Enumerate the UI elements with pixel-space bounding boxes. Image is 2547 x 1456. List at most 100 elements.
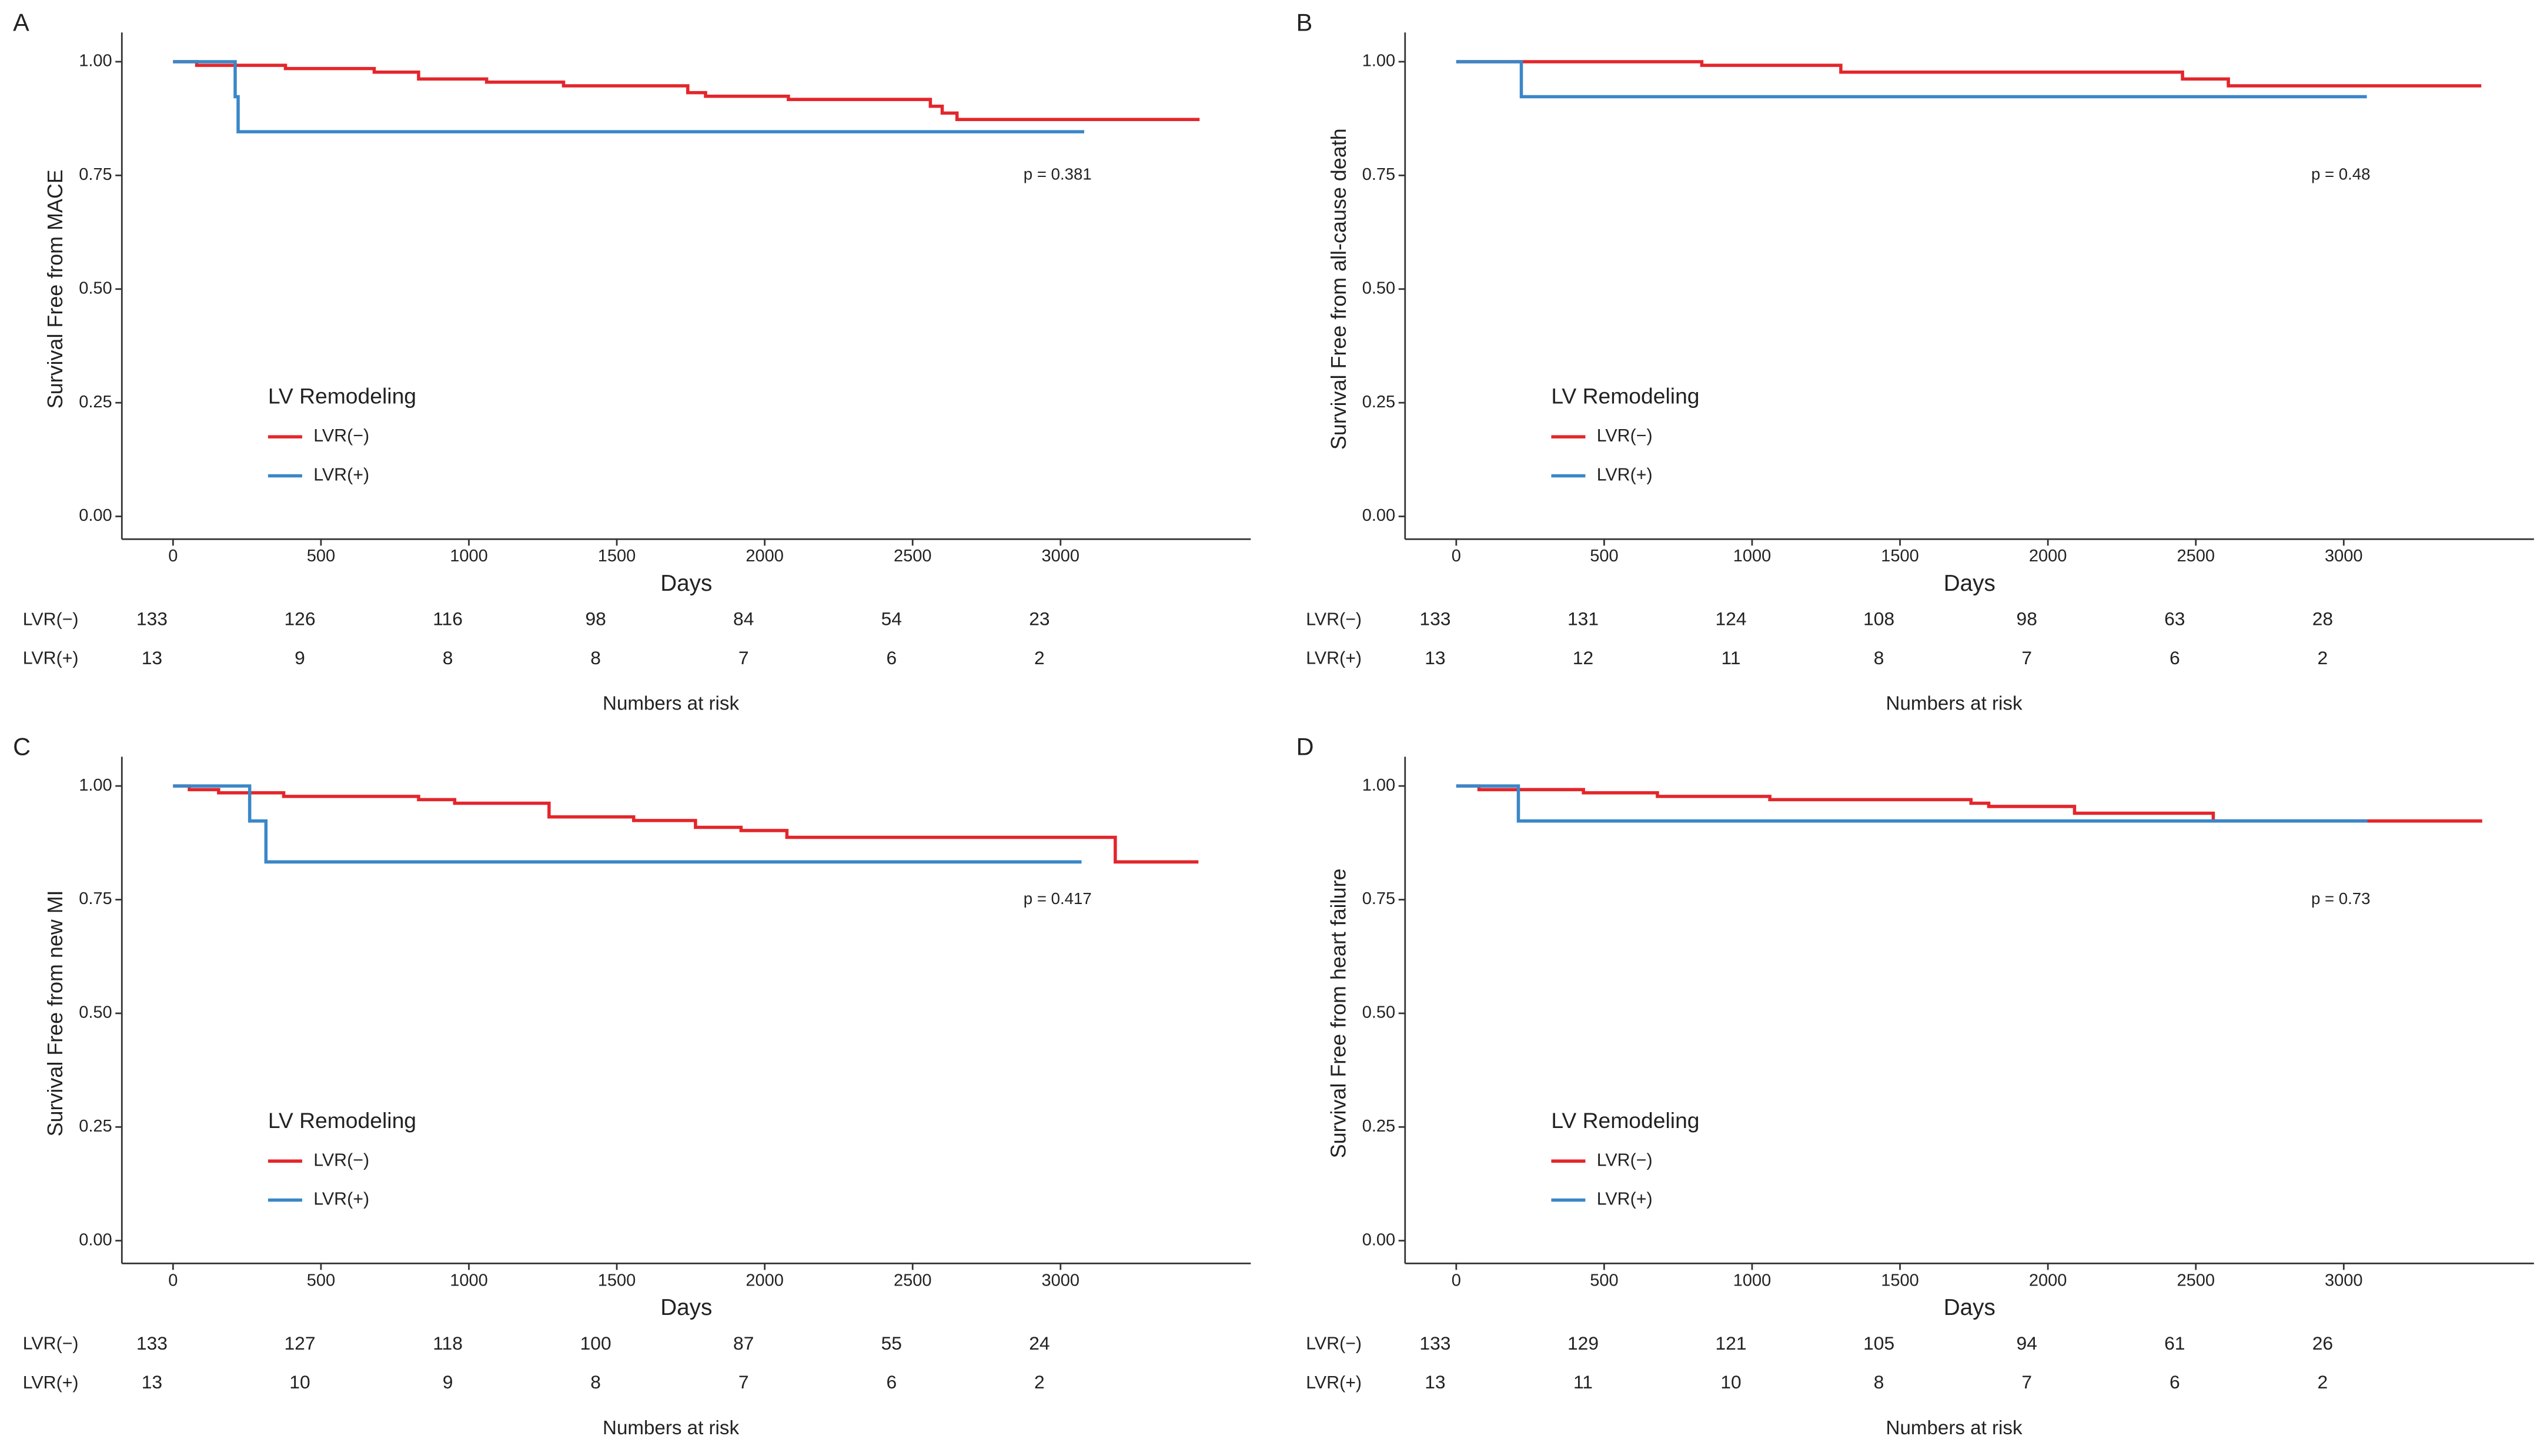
y-tick-label: 0.50 xyxy=(79,1003,112,1022)
legend-label: LVR(−) xyxy=(1597,1150,1653,1170)
risk-count: 121 xyxy=(1716,1333,1747,1354)
x-tick-label: 500 xyxy=(307,547,335,565)
risk-count: 10 xyxy=(1720,1371,1741,1393)
y-tick-label: 0.00 xyxy=(79,1230,112,1249)
risk-count: 6 xyxy=(886,647,897,668)
risk-count: 2 xyxy=(2318,647,2328,668)
risk-count: 9 xyxy=(295,647,305,668)
x-tick-label: 1500 xyxy=(1881,547,1919,565)
risk-row-label: LVR(−) xyxy=(23,1334,79,1354)
survival-curve xyxy=(1456,784,2368,823)
x-tick-label: 1500 xyxy=(1881,1271,1919,1290)
risk-count: 7 xyxy=(738,647,749,668)
x-tick-label: 3000 xyxy=(1042,1271,1080,1290)
risk-count: 129 xyxy=(1567,1333,1599,1354)
x-tick-label: 2500 xyxy=(2177,547,2215,565)
risk-row-label: LVR(−) xyxy=(23,609,79,629)
risk-count: 8 xyxy=(1874,1371,1884,1393)
x-tick-label: 3000 xyxy=(1042,547,1080,565)
p-value: p = 0.48 xyxy=(2311,165,2371,183)
x-tick-label: 500 xyxy=(307,1271,335,1290)
risk-count: 11 xyxy=(1722,647,1741,668)
x-tick-label: 1000 xyxy=(450,547,488,565)
legend-title: LV Remodeling xyxy=(1551,1108,1699,1133)
y-tick-label: 0.25 xyxy=(79,393,112,411)
risk-count: 13 xyxy=(142,647,162,668)
x-axis-title: Days xyxy=(660,571,712,596)
panel-label: B xyxy=(1296,8,1313,36)
risk-count: 8 xyxy=(590,1371,601,1393)
risk-count: 127 xyxy=(284,1333,315,1354)
y-tick-label: 0.75 xyxy=(1362,165,1395,184)
risk-count: 8 xyxy=(590,647,601,668)
risk-count: 2 xyxy=(1034,647,1045,668)
survival-curve xyxy=(1456,60,2367,99)
panel-label: C xyxy=(13,733,31,761)
risk-count: 9 xyxy=(443,1371,453,1393)
y-axis-title: Survival Free from MACE xyxy=(43,169,67,409)
risk-count: 11 xyxy=(1573,1371,1593,1393)
legend-title: LV Remodeling xyxy=(268,384,416,409)
survival-curve xyxy=(173,60,1085,133)
y-tick-label: 0.00 xyxy=(1362,506,1395,525)
x-tick-label: 2000 xyxy=(746,1271,784,1290)
x-tick-label: 2500 xyxy=(894,1271,932,1290)
x-tick-label: 500 xyxy=(1590,1271,1618,1290)
x-tick-label: 2000 xyxy=(746,547,784,565)
survival-curve xyxy=(1456,784,2482,823)
y-tick-label: 0.50 xyxy=(79,279,112,297)
risk-count: 133 xyxy=(1419,1333,1450,1354)
risk-count: 61 xyxy=(2164,1333,2185,1354)
y-axis-title: Survival Free from all-cause death xyxy=(1326,128,1351,450)
x-tick-label: 3000 xyxy=(2325,547,2363,565)
risk-count: 26 xyxy=(2312,1333,2333,1354)
risk-count: 23 xyxy=(1029,608,1049,630)
y-tick-label: 0.25 xyxy=(1362,1117,1395,1136)
risk-count: 126 xyxy=(284,608,315,630)
legend-label: LVR(+) xyxy=(1597,464,1653,484)
risk-count: 13 xyxy=(142,1371,162,1393)
risk-count: 100 xyxy=(580,1333,611,1354)
risk-count: 98 xyxy=(2017,608,2037,630)
x-tick-label: 0 xyxy=(168,547,178,565)
p-value: p = 0.73 xyxy=(2311,889,2371,908)
x-tick-label: 2500 xyxy=(894,547,932,565)
x-axis-title: Days xyxy=(660,1295,712,1320)
x-tick-label: 2000 xyxy=(2029,1271,2067,1290)
risk-count: 2 xyxy=(1034,1371,1045,1393)
risk-count: 131 xyxy=(1567,608,1599,630)
y-tick-label: 0.00 xyxy=(1362,1230,1395,1249)
survival-curve xyxy=(173,784,1082,864)
x-tick-label: 2000 xyxy=(2029,547,2067,565)
risk-count: 87 xyxy=(733,1333,754,1354)
legend-title: LV Remodeling xyxy=(268,1108,416,1133)
risk-row-label: LVR(+) xyxy=(1306,648,1362,668)
legend-label: LVR(−) xyxy=(313,1150,369,1170)
risk-row-label: LVR(+) xyxy=(23,648,79,668)
survival-curve xyxy=(173,60,1200,121)
x-tick-label: 1000 xyxy=(1733,1271,1771,1290)
survival-curve xyxy=(1456,60,2482,88)
p-value: p = 0.381 xyxy=(1024,165,1092,183)
x-tick-label: 2500 xyxy=(2177,1271,2215,1290)
x-tick-label: 0 xyxy=(168,1271,178,1290)
x-tick-label: 1500 xyxy=(598,547,636,565)
x-tick-label: 0 xyxy=(1452,1271,1461,1290)
legend-label: LVR(−) xyxy=(313,426,369,446)
legend-label: LVR(−) xyxy=(1597,426,1653,446)
risk-count: 108 xyxy=(1863,608,1894,630)
risk-count: 7 xyxy=(738,1371,749,1393)
x-axis-title: Days xyxy=(1944,571,1996,596)
risk-count: 24 xyxy=(1029,1333,1049,1354)
risk-table-title: Numbers at risk xyxy=(1886,1417,2023,1439)
y-tick-label: 0.75 xyxy=(79,889,112,908)
risk-row-label: LVR(+) xyxy=(1306,1373,1362,1393)
risk-count: 94 xyxy=(2017,1333,2037,1354)
survival-curve xyxy=(173,784,1199,864)
x-tick-label: 1000 xyxy=(450,1271,488,1290)
risk-count: 12 xyxy=(1573,647,1593,668)
risk-count: 116 xyxy=(433,608,463,630)
y-tick-label: 0.25 xyxy=(79,1117,112,1136)
risk-row-label: LVR(−) xyxy=(1306,1334,1362,1354)
